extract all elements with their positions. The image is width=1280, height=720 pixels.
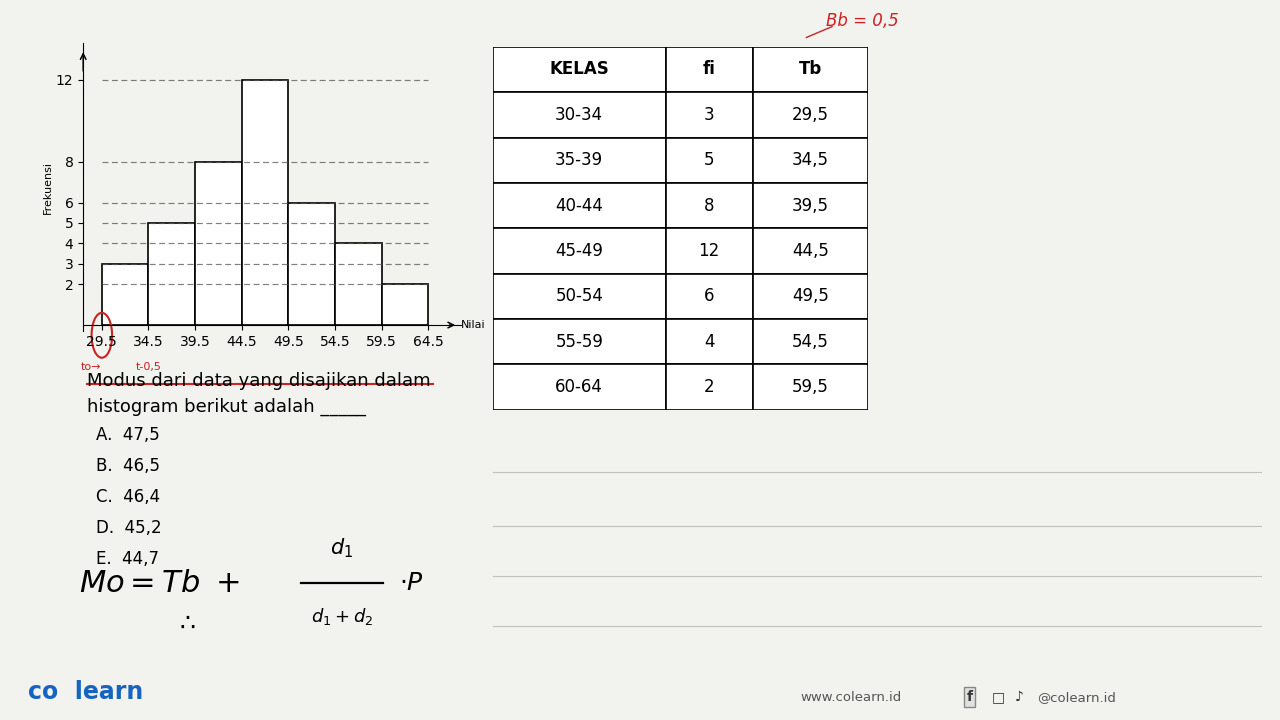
Text: $\cdot P$: $\cdot P$ [399, 571, 425, 595]
Text: f: f [966, 690, 973, 704]
Text: 6: 6 [704, 287, 714, 305]
Text: Nilai: Nilai [461, 320, 485, 330]
Bar [493, 364, 666, 410]
Text: KELAS: KELAS [549, 60, 609, 78]
Text: histogram berikut adalah _____: histogram berikut adalah _____ [87, 398, 366, 416]
Bar [148, 223, 195, 325]
Bar [288, 202, 335, 325]
Bar [195, 162, 242, 325]
Bar [753, 319, 868, 364]
Text: Bb = 0,5: Bb = 0,5 [826, 12, 899, 30]
Text: □: □ [992, 690, 1005, 704]
Bar [666, 274, 753, 319]
Text: 60-64: 60-64 [556, 378, 603, 396]
Text: 44,5: 44,5 [792, 242, 828, 260]
Bar [753, 138, 868, 183]
Bar [493, 47, 666, 92]
Bar [493, 138, 666, 183]
Bar [335, 243, 381, 325]
Bar [666, 92, 753, 138]
Text: 54,5: 54,5 [792, 333, 828, 351]
Text: ♪: ♪ [1015, 690, 1024, 704]
Text: 3: 3 [704, 106, 714, 124]
Text: B.  46,5: B. 46,5 [96, 457, 160, 475]
Text: 30-34: 30-34 [556, 106, 603, 124]
Text: $d_1 + d_2$: $d_1 + d_2$ [311, 606, 372, 627]
Text: 12: 12 [699, 242, 719, 260]
Text: @colearn.id: @colearn.id [1037, 691, 1116, 704]
Text: C.  46,4: C. 46,4 [96, 488, 160, 506]
Text: 45-49: 45-49 [556, 242, 603, 260]
Text: 8: 8 [704, 197, 714, 215]
Bar [666, 47, 753, 92]
Text: 35-39: 35-39 [556, 151, 603, 169]
Text: co  learn: co learn [28, 680, 143, 704]
Bar [242, 80, 288, 325]
Bar [666, 319, 753, 364]
Text: 59,5: 59,5 [792, 378, 828, 396]
Text: D.  45,2: D. 45,2 [96, 519, 161, 537]
Bar [666, 183, 753, 228]
Text: to→: to→ [81, 362, 101, 372]
Bar [753, 364, 868, 410]
Text: 34,5: 34,5 [792, 151, 828, 169]
Bar [493, 183, 666, 228]
Text: 29,5: 29,5 [792, 106, 828, 124]
Bar [102, 264, 148, 325]
Text: www.colearn.id: www.colearn.id [800, 691, 901, 704]
Bar [753, 228, 868, 274]
Bar [666, 138, 753, 183]
Bar [493, 319, 666, 364]
Text: Tb: Tb [799, 60, 822, 78]
Text: 5: 5 [704, 151, 714, 169]
Text: t-0,5: t-0,5 [136, 362, 161, 372]
Bar [666, 228, 753, 274]
Bar [666, 364, 753, 410]
Bar [493, 92, 666, 138]
Bar [753, 92, 868, 138]
Text: $d_1$: $d_1$ [330, 536, 353, 560]
Text: 40-44: 40-44 [556, 197, 603, 215]
Text: A.  47,5: A. 47,5 [96, 426, 160, 444]
Text: $\therefore$: $\therefore$ [175, 611, 196, 635]
Text: 2: 2 [704, 378, 714, 396]
Text: $Mo = Tb\ +$: $Mo = Tb\ +$ [79, 569, 239, 598]
Text: 49,5: 49,5 [792, 287, 828, 305]
Text: E.  44,7: E. 44,7 [96, 550, 159, 568]
Y-axis label: Frekuensi: Frekuensi [44, 161, 52, 214]
Bar [753, 274, 868, 319]
Text: Modus dari data yang disajikan dalam: Modus dari data yang disajikan dalam [87, 372, 430, 390]
Bar [493, 228, 666, 274]
Bar [381, 284, 429, 325]
Text: 55-59: 55-59 [556, 333, 603, 351]
Bar [753, 183, 868, 228]
Text: fi: fi [703, 60, 716, 78]
Bar [493, 274, 666, 319]
Bar [753, 47, 868, 92]
Text: 50-54: 50-54 [556, 287, 603, 305]
Text: 4: 4 [704, 333, 714, 351]
Text: 39,5: 39,5 [792, 197, 828, 215]
